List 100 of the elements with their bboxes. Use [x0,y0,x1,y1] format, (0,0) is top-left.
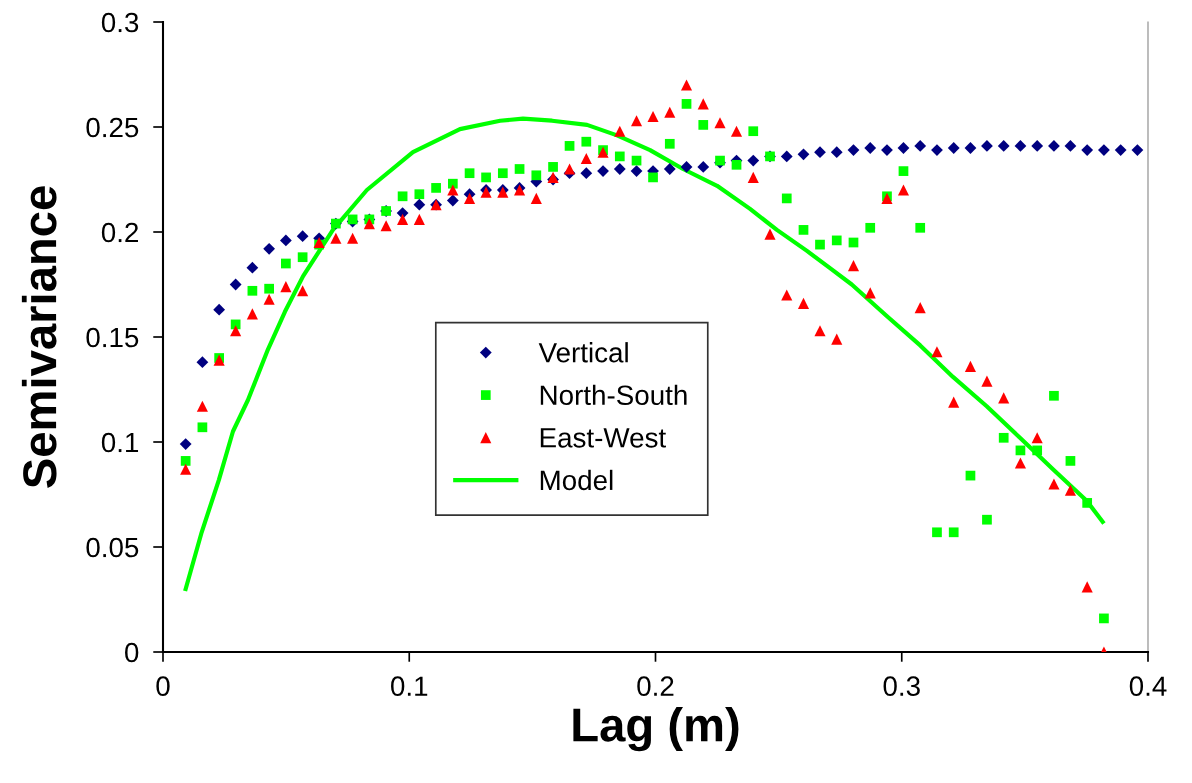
point [998,432,1009,443]
point [196,356,209,369]
point [180,456,191,466]
point [514,164,525,174]
y-axis-title: Semivariance [21,186,57,488]
point [597,165,609,177]
point [613,163,626,175]
point [397,191,408,202]
point [797,148,810,161]
point [898,166,909,176]
point [1014,457,1026,469]
point [680,161,693,173]
point [464,168,475,179]
point [196,400,208,412]
point [213,303,226,316]
point [814,325,826,337]
point [648,172,658,183]
point [380,220,392,232]
point [1048,478,1060,490]
point [630,115,643,127]
point [1065,456,1076,466]
point [814,146,826,159]
point [363,218,375,230]
point [564,141,575,151]
point [1099,613,1109,624]
point [1049,390,1059,401]
point [297,252,308,263]
point [914,140,927,152]
point [431,183,441,193]
point [247,285,258,296]
y-tick-label: 0.1 [101,432,139,453]
point [614,151,625,162]
x-tick-label: 0.2 [637,676,674,697]
point [530,192,542,204]
point [981,375,993,387]
point [580,152,592,165]
point [681,99,692,109]
x-tick-label: 0.4 [1129,676,1167,697]
x-tick-label: 0.3 [883,676,920,697]
point [581,136,592,147]
legend-label: East-West [540,428,666,448]
point [481,172,491,183]
point [697,161,710,173]
x-tick-label: 0.1 [391,676,428,697]
point [915,222,926,233]
line-series [183,116,1105,592]
x-tick-label: 0 [156,676,170,697]
point [614,125,626,137]
point [1048,140,1060,152]
point [747,171,759,183]
x-axis-title: Lag (m) [573,707,739,752]
point [932,527,942,538]
point [1032,445,1043,456]
point [229,278,242,291]
point [781,193,792,204]
point [764,228,776,240]
point [1098,144,1110,156]
point [897,142,910,154]
point [865,222,876,233]
point [864,142,877,154]
y-tick-label: 0.15 [86,327,139,348]
point [279,234,292,247]
point [497,168,508,179]
point [680,79,693,91]
point [179,438,192,450]
point [830,146,843,159]
point [1014,140,1027,152]
point [347,232,359,244]
point [1081,144,1094,156]
y-tick-label: 0.2 [101,222,138,243]
point [948,396,960,408]
point [580,167,593,180]
point [296,230,309,243]
y-tick-label: 0.3 [101,12,139,33]
point [464,192,476,204]
point [280,281,292,293]
point [964,360,977,372]
point [663,163,676,175]
point [982,514,992,525]
point [964,142,977,154]
point [847,260,860,272]
point [413,213,425,225]
point [815,239,825,250]
point [447,178,458,189]
point [931,346,943,358]
point [781,289,793,301]
point [447,184,459,196]
legend-label: Model [540,469,613,491]
point [747,154,760,167]
point [947,142,960,154]
point [931,144,943,156]
point [831,235,842,246]
point [730,125,743,137]
legend-label: Vertical [538,342,628,363]
point [798,225,809,235]
point [831,333,843,345]
point [981,140,993,152]
point [948,527,959,538]
point [714,117,726,129]
point [264,283,274,294]
